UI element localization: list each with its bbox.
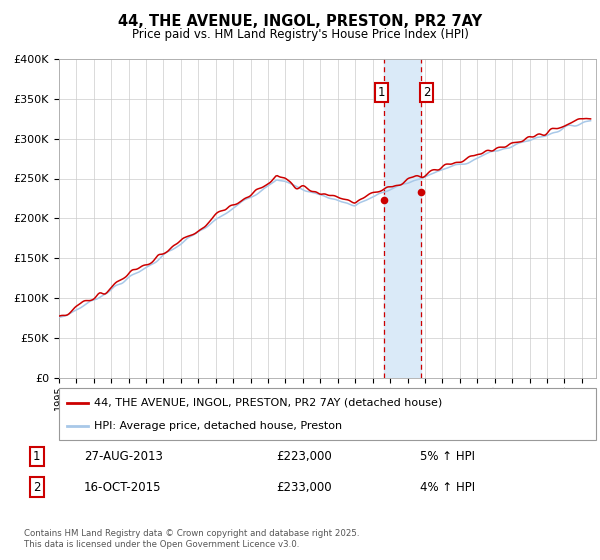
Text: 44, THE AVENUE, INGOL, PRESTON, PR2 7AY: 44, THE AVENUE, INGOL, PRESTON, PR2 7AY — [118, 14, 482, 29]
Text: 4% ↑ HPI: 4% ↑ HPI — [420, 480, 475, 494]
Text: 1: 1 — [33, 450, 41, 463]
Text: 1: 1 — [377, 86, 385, 99]
Text: £223,000: £223,000 — [276, 450, 332, 463]
Text: HPI: Average price, detached house, Preston: HPI: Average price, detached house, Pres… — [94, 421, 342, 431]
Text: Price paid vs. HM Land Registry's House Price Index (HPI): Price paid vs. HM Land Registry's House … — [131, 28, 469, 41]
Text: 44, THE AVENUE, INGOL, PRESTON, PR2 7AY (detached house): 44, THE AVENUE, INGOL, PRESTON, PR2 7AY … — [94, 398, 442, 408]
Text: 5% ↑ HPI: 5% ↑ HPI — [420, 450, 475, 463]
Text: £233,000: £233,000 — [276, 480, 332, 494]
Text: 2: 2 — [423, 86, 430, 99]
Text: 27-AUG-2013: 27-AUG-2013 — [84, 450, 163, 463]
Text: Contains HM Land Registry data © Crown copyright and database right 2025.
This d: Contains HM Land Registry data © Crown c… — [24, 529, 359, 549]
Bar — [384, 59, 421, 378]
Text: 2: 2 — [33, 480, 41, 494]
Text: 16-OCT-2015: 16-OCT-2015 — [84, 480, 161, 494]
